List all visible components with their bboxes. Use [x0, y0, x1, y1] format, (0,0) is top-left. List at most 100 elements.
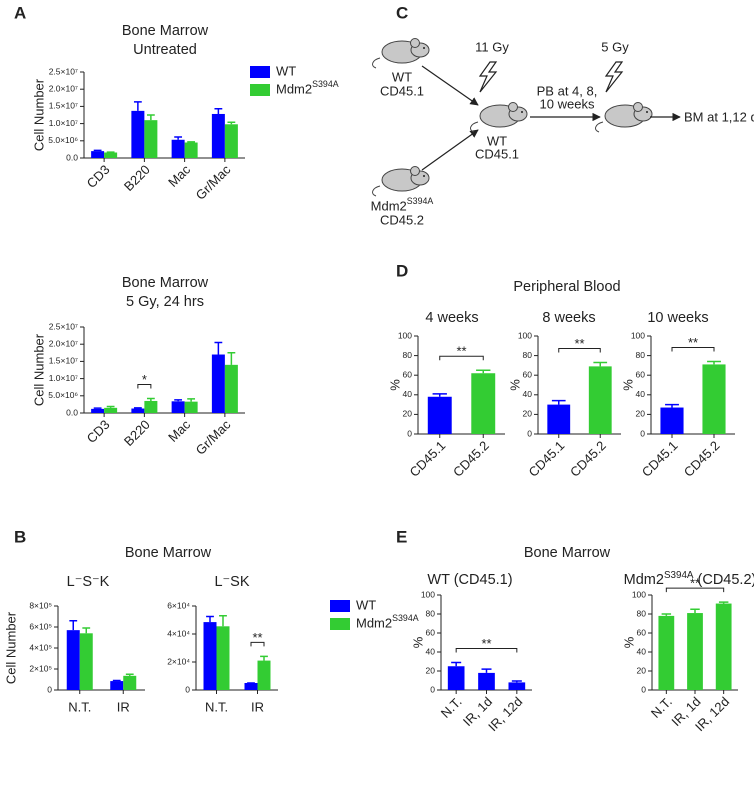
significance-label: ** — [690, 576, 700, 591]
x-tick-label: CD45.2 — [450, 438, 492, 480]
bar — [588, 366, 612, 434]
bar — [224, 364, 238, 413]
y-tick-label: 2.0×10⁷ — [49, 338, 78, 348]
panel-title: Bone Marrow — [125, 545, 212, 561]
y-tick-label: 20 — [637, 665, 647, 675]
bar — [104, 407, 118, 413]
y-tick-label: 0 — [640, 428, 645, 438]
label: 5 Gy — [601, 39, 629, 54]
significance-label: ** — [574, 336, 584, 351]
y-tick-label: 60 — [523, 369, 533, 379]
error-bar — [106, 405, 115, 408]
y-tick-label: 0 — [430, 684, 435, 694]
error-bar — [451, 661, 462, 667]
error-bar — [133, 407, 142, 409]
y-tick-label: 1.5×10⁷ — [49, 356, 78, 366]
error-bar — [187, 141, 196, 143]
error-bar — [227, 121, 236, 125]
error-bar — [718, 601, 729, 604]
x-tick-label: CD45.1 — [639, 438, 681, 480]
error-bar — [551, 399, 566, 405]
significance-label: * — [142, 372, 147, 387]
chart-subtitle: Untreated — [133, 42, 197, 58]
y-tick-label: 80 — [637, 608, 647, 618]
arrow — [421, 65, 479, 106]
y-tick-label: 8×10⁵ — [29, 600, 52, 610]
y-tick-label: 80 — [403, 350, 413, 360]
bar — [211, 354, 225, 413]
x-tick-label: IR — [117, 699, 130, 714]
label: CD45.2 — [380, 212, 424, 227]
y-tick-label: 6×10⁴ — [167, 600, 190, 610]
panel-label: D — [396, 261, 408, 280]
error-bar — [214, 341, 223, 355]
chart-title: WT (CD45.1) — [427, 572, 512, 588]
x-tick-label: CD45.1 — [407, 438, 449, 480]
significance-bracket — [439, 355, 484, 361]
chart-title: L⁻SK — [214, 574, 249, 590]
error-bar — [133, 101, 142, 111]
significance-bracket — [558, 347, 601, 353]
significance-bracket — [137, 384, 152, 389]
chart-subtitle: 5 Gy, 24 hrs — [126, 294, 204, 310]
error-bar — [219, 615, 227, 627]
bar — [702, 364, 726, 434]
bar — [715, 603, 732, 690]
y-axis-label: Cell Number — [3, 611, 18, 684]
y-tick-label: 2.0×10⁷ — [49, 83, 78, 93]
bar — [508, 682, 526, 690]
chart-title: 10 weeks — [647, 310, 708, 326]
bar — [110, 681, 124, 690]
error-bar — [187, 398, 196, 402]
significance-bracket — [455, 647, 518, 653]
y-tick-label: 100 — [421, 589, 435, 599]
legend-label: WT — [356, 597, 376, 612]
error-bar — [93, 407, 102, 409]
chart-title: 8 weeks — [542, 310, 595, 326]
x-tick-label: IR — [251, 699, 264, 714]
legend-swatch — [250, 84, 270, 96]
x-tick-label: CD3 — [84, 417, 113, 446]
error-bar — [93, 149, 102, 152]
bar — [171, 139, 185, 158]
significance-bracket — [665, 587, 725, 593]
bar — [184, 401, 198, 413]
error-bar — [476, 369, 491, 374]
x-tick-label: CD45.2 — [567, 438, 609, 480]
y-tick-label: 40 — [636, 389, 646, 399]
y-tick-label: 40 — [523, 389, 533, 399]
label: 11 Gy — [475, 39, 509, 54]
error-bar — [82, 627, 91, 634]
x-tick-label: Mac — [165, 417, 193, 445]
error-bar — [125, 673, 134, 676]
x-tick-label: N.T. — [68, 699, 91, 714]
error-bar — [511, 680, 522, 683]
bar — [427, 396, 452, 434]
bar — [447, 666, 465, 690]
bar — [216, 626, 230, 690]
label: CD45.1 — [380, 83, 424, 98]
bar — [79, 633, 93, 690]
y-tick-label: 20 — [523, 409, 533, 419]
significance-label: ** — [688, 335, 698, 350]
y-tick-label: 40 — [637, 646, 647, 656]
bar — [66, 630, 80, 690]
y-tick-label: 2.5×10⁷ — [49, 66, 78, 76]
error-bar — [432, 393, 447, 397]
y-tick-label: 1.0×10⁷ — [49, 373, 78, 383]
significance-label: ** — [456, 344, 466, 359]
bar — [131, 408, 145, 413]
y-tick-label: 4×10⁵ — [29, 642, 52, 652]
y-axis-label: % — [410, 636, 425, 648]
y-tick-label: 0.0 — [66, 407, 78, 417]
error-bar — [146, 114, 155, 121]
bar — [257, 660, 271, 690]
error-bar — [174, 136, 183, 140]
error-bar — [214, 108, 223, 114]
x-tick-label: B220 — [121, 417, 153, 449]
x-tick-label: CD45.2 — [681, 438, 723, 480]
significance-label: ** — [481, 636, 491, 651]
bar — [144, 400, 158, 413]
y-tick-label: 60 — [637, 627, 647, 637]
